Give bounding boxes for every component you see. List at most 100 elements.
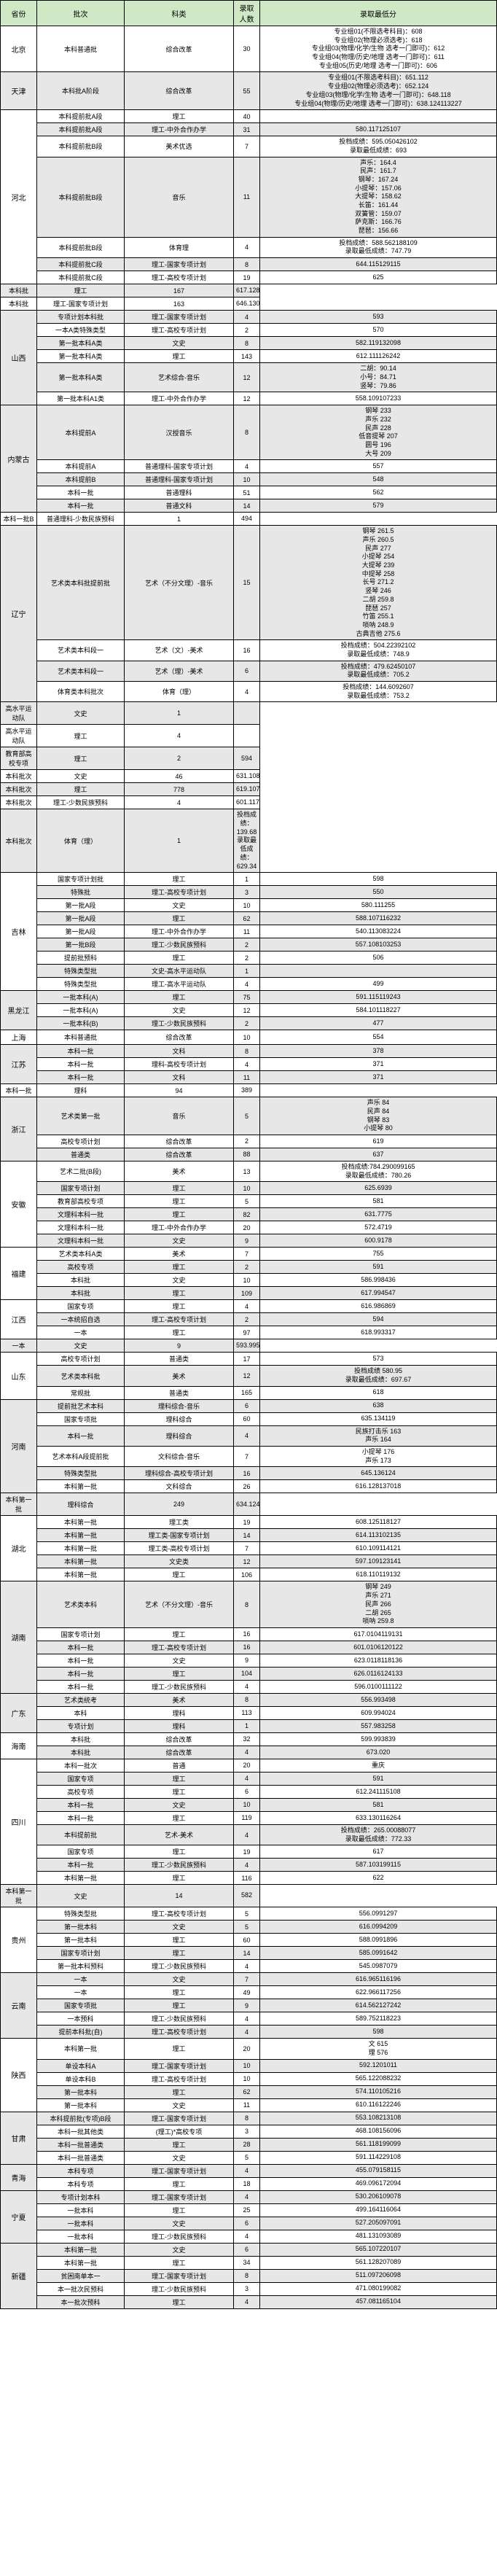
cell-count: 16	[234, 640, 260, 661]
cell-batch: 提前批艺术本科	[37, 1399, 125, 1412]
table-row: 国家专项计划理工14585.0991642	[1, 1947, 497, 1960]
cell-count: 4	[234, 1300, 260, 1313]
table-row: 国家专项计划理工16617.0104119131	[1, 1627, 497, 1641]
cell-score: 618.993317	[260, 1326, 497, 1339]
cell-count: 8	[234, 258, 260, 271]
table-row: 一批本科(B)理工-少数民族预科2477	[1, 1017, 497, 1030]
admission-table: 省份 批次 科类 录取人数 录取最低分 北京本科普通批综合改革30专业组01(不…	[0, 0, 497, 2309]
cell-subject: 理工	[125, 2085, 234, 2098]
table-row: 本科第一批文史14582	[1, 1885, 497, 1907]
cell-score: 投档成绩：265.00088077 录取最低成绩：772.33	[260, 1824, 497, 1845]
cell-batch: 国家专项批	[37, 1412, 125, 1425]
table-row: 艺术类本科段一艺术（文）-美术16投档成绩：504.22392102 录取最低成…	[1, 640, 497, 661]
table-row: 本科一批文科11371	[1, 1071, 497, 1084]
cell-count: 14	[125, 1885, 234, 1907]
cell-count: 7	[234, 1542, 260, 1555]
cell-batch: 本科一批普通类	[37, 2151, 125, 2164]
cell-count: 34	[234, 2256, 260, 2269]
cell-subject: 综合改革	[125, 72, 234, 110]
table-row: 本科一批理工119633.130116264	[1, 1811, 497, 1824]
table-row: 本科一批理科-高校专项计划4371	[1, 1058, 497, 1071]
cell-score: 558.109107233	[260, 392, 497, 405]
cell-count: 4	[125, 725, 234, 747]
cell-batch: 本科一批	[37, 1641, 125, 1654]
table-row: 本科一批B普通理科-少数民族预科1494	[1, 513, 497, 526]
cell-batch: 特殊类型批	[37, 965, 125, 978]
cell-score: 556.993498	[260, 1693, 497, 1706]
cell-score: 530.206109078	[260, 2190, 497, 2203]
cell-batch: 一批本科	[37, 2217, 125, 2230]
cell-score: 617	[260, 1845, 497, 1859]
cell-batch: 艺术类本科批提前批	[37, 526, 125, 640]
cell-count: 4	[234, 1425, 260, 1446]
cell-subject: 体育（理）	[125, 682, 234, 702]
cell-score: 471.080199082	[260, 2282, 497, 2295]
cell-score: 591.115119243	[260, 991, 497, 1004]
cell-subject: 理工-少数民族预科	[125, 1859, 234, 1872]
cell-batch: 常规批	[37, 1386, 125, 1399]
cell-batch: 特殊类型批	[37, 1907, 125, 1921]
cell-score: 631.7775	[260, 1208, 497, 1221]
cell-subject: 理工	[125, 2177, 234, 2190]
cell-subject: 普通类	[125, 1386, 234, 1399]
table-row: 教育部高校专项理工2594	[1, 747, 497, 770]
table-row: 本科一批普通文科14579	[1, 499, 497, 513]
cell-batch: 本一批次民预科	[37, 2282, 125, 2295]
cell-batch: 本科第一批	[37, 1516, 125, 1529]
cell-subject: 理工	[125, 1811, 234, 1824]
cell-subject: 理工	[37, 725, 125, 747]
cell-batch: 本科提前批(专项)B段	[37, 2112, 125, 2125]
cell-batch: 一批本科	[37, 2203, 125, 2217]
cell-count: 16	[234, 1627, 260, 1641]
cell-score: 民族打击乐 163 声乐 164	[260, 1425, 497, 1446]
cell-score: 570	[260, 324, 497, 337]
cell-subject: 理科综合	[125, 1425, 234, 1446]
cell-batch: 高水平运动队	[1, 725, 37, 747]
cell-subject: 理工-中外合作办学	[125, 392, 234, 405]
cell-count: 7	[234, 1973, 260, 1986]
cell-score: 371	[260, 1071, 497, 1084]
cell-batch: 特殊批	[37, 886, 125, 899]
cell-count: 3	[234, 886, 260, 899]
cell-score: 499.164116064	[260, 2203, 497, 2217]
cell-count: 4	[234, 1960, 260, 1973]
cell-batch: 本科批	[37, 1287, 125, 1300]
cell-score: 二胡：90.14 小号：84.71 竖琴：79.86	[260, 363, 497, 392]
cell-score: 小提琴 176 声乐 173	[260, 1447, 497, 1467]
cell-subject: 理工	[125, 1261, 234, 1274]
cell-subject: 理工-高校专项计划	[125, 2026, 234, 2039]
cell-score: 600.9178	[260, 1234, 497, 1248]
cell-subject: 美术	[125, 1161, 234, 1181]
cell-subject: 普通类	[125, 1353, 234, 1366]
cell-subject: 理科-高校专项计划	[125, 1058, 234, 1071]
cell-batch: 本科第一批	[37, 1568, 125, 1581]
cell-province: 北京	[1, 26, 37, 72]
cell-subject: 艺术-美术	[125, 1824, 234, 1845]
cell-subject: 理工-国家专项计划	[37, 297, 125, 311]
cell-score: 572.4719	[260, 1221, 497, 1234]
table-row: 特殊类型批文史-高水平运动队1	[1, 965, 497, 978]
cell-count: 5	[234, 1921, 260, 1934]
cell-score: 582	[234, 1885, 260, 1907]
table-row: 特殊批理工-高校专项计划3550	[1, 886, 497, 899]
cell-score: 545.0987079	[260, 1960, 497, 1973]
cell-count: 4	[234, 460, 260, 473]
cell-score: 625	[260, 271, 497, 284]
cell-count: 28	[234, 2138, 260, 2151]
cell-subject: 文史-高水平运动队	[125, 965, 234, 978]
cell-subject: 理工-少数民族预科	[125, 2282, 234, 2295]
table-row: 一批本科理工25499.164116064	[1, 2203, 497, 2217]
cell-batch: 单设本科A	[37, 2059, 125, 2072]
cell-score: 声乐：164.4 民声：161.7 钢琴：167.24 小提琴：157.06 大…	[260, 157, 497, 237]
cell-batch: 国家专项	[37, 1845, 125, 1859]
cell-score: 596.0100111122	[260, 1680, 497, 1693]
cell-score: 598	[260, 873, 497, 886]
cell-count: 1	[234, 965, 260, 978]
table-row: 本科一批理科94389	[1, 1084, 497, 1097]
table-row: 陕西本科第一批理工20文 615 理 576	[1, 2039, 497, 2059]
cell-subject: 理工-高校专项计划	[125, 271, 234, 284]
cell-score: 610.109114121	[260, 1542, 497, 1555]
cell-subject: 文史类	[125, 1555, 234, 1568]
cell-subject: 理工-高水平运动队	[125, 978, 234, 991]
cell-batch: 本科第一批	[1, 1493, 37, 1516]
